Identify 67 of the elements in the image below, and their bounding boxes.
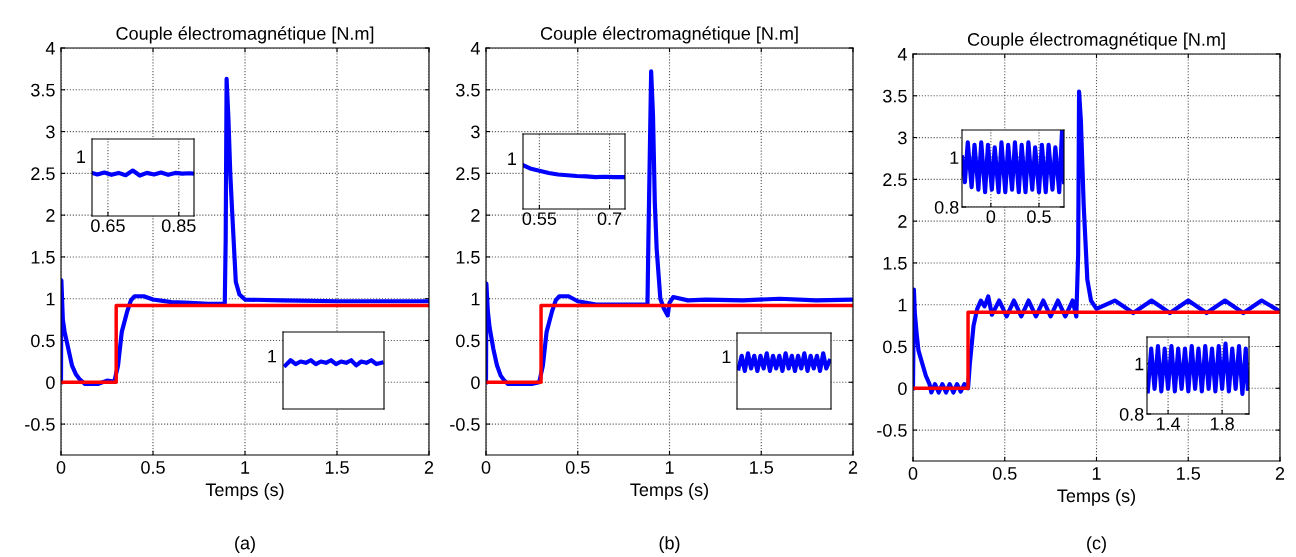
y-tick-label: 0.5 [883, 340, 907, 354]
y-tick-label: -0.5 [450, 418, 480, 431]
y-tick-label: 3 [898, 131, 907, 145]
x-tick-label: 2 [424, 461, 434, 474]
x-tick-label: 0.7 [597, 212, 622, 226]
x-axis-title: Temps (s) [1057, 488, 1135, 506]
x-tick-label: 1.4 [1156, 417, 1181, 430]
x-tick-label: 0.5 [565, 461, 590, 474]
y-tick-label: 2.5 [456, 167, 480, 181]
y-tick-label: 0 [471, 376, 480, 390]
y-tick-label: 3 [46, 125, 55, 139]
x-tick-label: 0.55 [522, 212, 557, 226]
x-tick-label: 1 [241, 461, 250, 474]
y-tick-label: 4 [897, 48, 907, 61]
annotation: 1 [268, 349, 277, 363]
chart-title: Couple électromagnétique [N.m] [967, 32, 1225, 50]
annotation: 1 [722, 350, 731, 363]
x-tick-label: 0 [56, 461, 66, 474]
x-tick-label: 0 [908, 467, 918, 480]
line-series [61, 76, 429, 387]
annotation: 1 [508, 152, 516, 165]
x-tick-label: 2 [1275, 467, 1285, 480]
y-tick-label: 3.5 [31, 83, 55, 97]
y-tick-label: 0.5 [31, 334, 55, 348]
y-tick-label: 1.5 [31, 251, 55, 264]
y-tick-label: 1.5 [456, 251, 480, 264]
y-tick-label: 2.5 [31, 167, 55, 181]
y-tick-label: 4 [470, 42, 480, 55]
x-tick-label: 0.65 [91, 219, 125, 233]
x-tick-label: 0 [481, 461, 491, 474]
y-tick-label: 3 [471, 125, 480, 139]
x-tick-label: 0.5 [1027, 210, 1051, 224]
x-tick-label: 0.5 [992, 467, 1017, 480]
y-tick-label: 0 [46, 376, 55, 390]
y-tick-label: 1 [898, 298, 907, 312]
y-tick-label: 1.5 [883, 257, 907, 270]
y-tick-label: -0.5 [877, 424, 907, 437]
y-tick-label: 0.5 [456, 334, 480, 348]
x-axis-title: Temps (s) [630, 482, 708, 500]
x-tick-label: 0.5 [141, 461, 165, 474]
y-tick-label: 0.8 [1119, 407, 1144, 421]
x-tick-label: 2 [848, 461, 858, 474]
y-tick-label: 0 [898, 382, 907, 396]
chart-title: Couple électromagnétique [N.m] [116, 26, 374, 44]
y-tick-label: 1 [471, 292, 480, 306]
x-tick-label: 1 [1092, 467, 1101, 480]
x-tick-label: 1.5 [750, 461, 774, 474]
y-tick-label: 3.5 [883, 89, 907, 103]
x-tick-label: 1.5 [325, 461, 349, 474]
x-tick-label: 0 [986, 210, 996, 224]
x-tick-label: 0.85 [161, 219, 196, 233]
annotation: 1 [77, 150, 85, 163]
x-tick-label: 1 [665, 461, 674, 474]
y-tick-label: 1 [46, 292, 55, 306]
y-tick-label: 4 [45, 42, 55, 55]
text: (b) [659, 536, 680, 553]
x-tick-label: 1.8 [1210, 417, 1234, 431]
text: (a) [235, 536, 255, 553]
x-axis-title: Temps (s) [205, 482, 284, 500]
y-tick-label: -0.5 [25, 418, 55, 431]
y-tick-label: 0.8 [934, 200, 959, 214]
chart-title: Couple électromagnétique [N.m] [540, 26, 798, 44]
text: (c) [1087, 536, 1106, 553]
line-series [1147, 341, 1249, 396]
y-tick-label: 2.5 [883, 173, 907, 187]
y-tick-label: 3.5 [456, 83, 480, 97]
x-tick-label: 1.5 [1177, 467, 1201, 480]
